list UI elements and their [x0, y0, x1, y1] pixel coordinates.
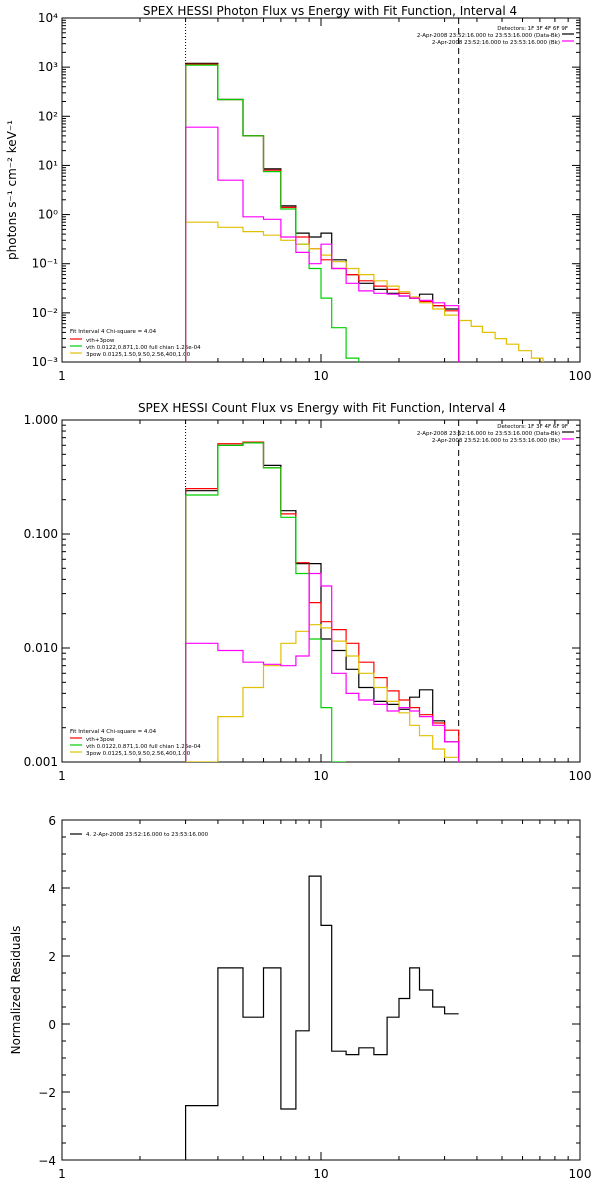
count-flux-ytick-label: 0.010 — [24, 641, 58, 655]
photon-flux-ytick-label: 10⁻² — [32, 306, 59, 320]
residuals-ytick-label: 6 — [48, 814, 56, 828]
photon-flux-ylabel: photons s⁻¹ cm⁻² keV⁻¹ — [5, 120, 19, 260]
residuals-legend: 4. 2-Apr-2008 23:52:16.000 to 23:53:16.0… — [86, 832, 209, 838]
residuals-ylabel: Normalized Residuals — [9, 926, 23, 1055]
count-flux-title: SPEX HESSI Count Flux vs Energy with Fit… — [138, 401, 506, 415]
count-flux-ytick-label: 0.100 — [24, 527, 58, 541]
residuals-plot-frame — [61, 819, 581, 1161]
count-flux-panel: SPEX HESSI Count Flux vs Energy with Fit… — [24, 401, 592, 783]
count-flux-header-3: 2-Apr-2008 23:52:16.000 to 23:53:16.000 … — [432, 438, 560, 444]
photon-flux-title: SPEX HESSI Photon Flux vs Energy with Fi… — [143, 4, 517, 18]
residuals-ytick-label: −2 — [38, 1086, 56, 1100]
count-flux-xtick-label: 10 — [313, 769, 328, 783]
photon-flux-series-3pow — [185, 221, 544, 362]
count-flux-legend-4: 3pow 0.0125,1.50,9.50,2.56,400,1.00 — [86, 751, 191, 757]
photon-flux-legend-4: 3pow 0.0125,1.50,9.50,2.56,400,1.00 — [86, 352, 191, 358]
count-flux-header-1: Detectors: 1F 3F 4F 6F 9F — [497, 424, 568, 430]
count-flux-legend-3: vth 0.0122,0.871,1.00 full chian 1.26e-0… — [86, 744, 201, 750]
residuals-ytick-label: 0 — [48, 1018, 56, 1032]
count-flux-series-group — [185, 441, 460, 762]
photon-flux-series-vth-3pow — [185, 63, 460, 362]
photon-flux-xtick-label: 1 — [58, 369, 66, 383]
photon-flux-ytick-label: 10³ — [38, 60, 58, 74]
residuals-panel: Normalized Residuals 4. 2-Apr-2008 23:52… — [9, 814, 591, 1181]
photon-flux-series-data-bk — [185, 62, 460, 362]
residuals-ytick-label: 4 — [48, 882, 56, 896]
photon-flux-legend-2: vth+3pow — [86, 338, 115, 344]
photon-flux-ytick-label: 10⁰ — [38, 208, 58, 222]
residuals-xtick-label: 1 — [58, 1167, 66, 1181]
photon-flux-legend-1: Fit Interval 4 Chi-square = 4.04 — [70, 329, 157, 335]
residuals-ytick-label: 2 — [48, 950, 56, 964]
photon-flux-header-2: 2-Apr-2008 23:52:16.000 to 23:53:16.000 … — [417, 33, 560, 39]
count-flux-series-bk — [185, 572, 460, 762]
residuals-xtick-label: 10 — [313, 1167, 328, 1181]
residuals-xtick-label: 100 — [569, 1167, 592, 1181]
count-flux-series-vth — [185, 442, 347, 762]
count-flux-legend-2: vth+3pow — [86, 737, 115, 743]
photon-flux-xtick-label: 10 — [313, 369, 328, 383]
photon-flux-header-1: Detectors: 1F 3F 4F 6F 9F — [497, 26, 568, 32]
count-flux-xtick-label: 100 — [569, 769, 592, 783]
photon-flux-legend-3: vth 0.0122,0.871,1.00 full chian 1.26e-0… — [86, 345, 201, 351]
photon-flux-ytick-label: 10⁻¹ — [32, 257, 59, 271]
photon-flux-panel: SPEX HESSI Photon Flux vs Energy with Fi… — [5, 4, 591, 383]
count-flux-legend-1: Fit Interval 4 Chi-square = 4.04 — [70, 729, 157, 735]
photon-flux-ytick-label: 10² — [38, 109, 58, 123]
count-flux-series-vth-3pow — [185, 441, 460, 762]
photon-flux-header-3: 2-Apr-2008 23:52:16.000 to 23:53:16.000 … — [432, 40, 560, 46]
count-flux-ytick-label: 1.000 — [24, 413, 58, 427]
count-flux-ytick-label: 0.001 — [24, 755, 58, 769]
residuals-series-group — [185, 875, 459, 1160]
count-flux-header-2: 2-Apr-2008 23:52:16.000 to 23:53:16.000 … — [417, 431, 560, 437]
count-flux-series-3pow — [185, 624, 460, 762]
photon-flux-ytick-label: 10¹ — [38, 158, 58, 172]
photon-flux-ytick-label: 10⁻³ — [32, 355, 59, 369]
photon-flux-ytick-label: 10⁴ — [38, 11, 58, 25]
residuals-series-4-2-apr-2008-23-52-16-000-to-23-53-16-000 — [185, 875, 459, 1160]
photon-flux-plot-frame — [61, 17, 581, 363]
residuals-ytick-label: −4 — [38, 1154, 56, 1168]
photon-flux-series-bk — [185, 126, 460, 362]
count-flux-xtick-label: 1 — [58, 769, 66, 783]
photon-flux-series-vth — [185, 64, 360, 362]
count-flux-series-data-bk — [185, 441, 460, 762]
photon-flux-xtick-label: 100 — [569, 369, 592, 383]
photon-flux-series-group — [185, 62, 544, 362]
